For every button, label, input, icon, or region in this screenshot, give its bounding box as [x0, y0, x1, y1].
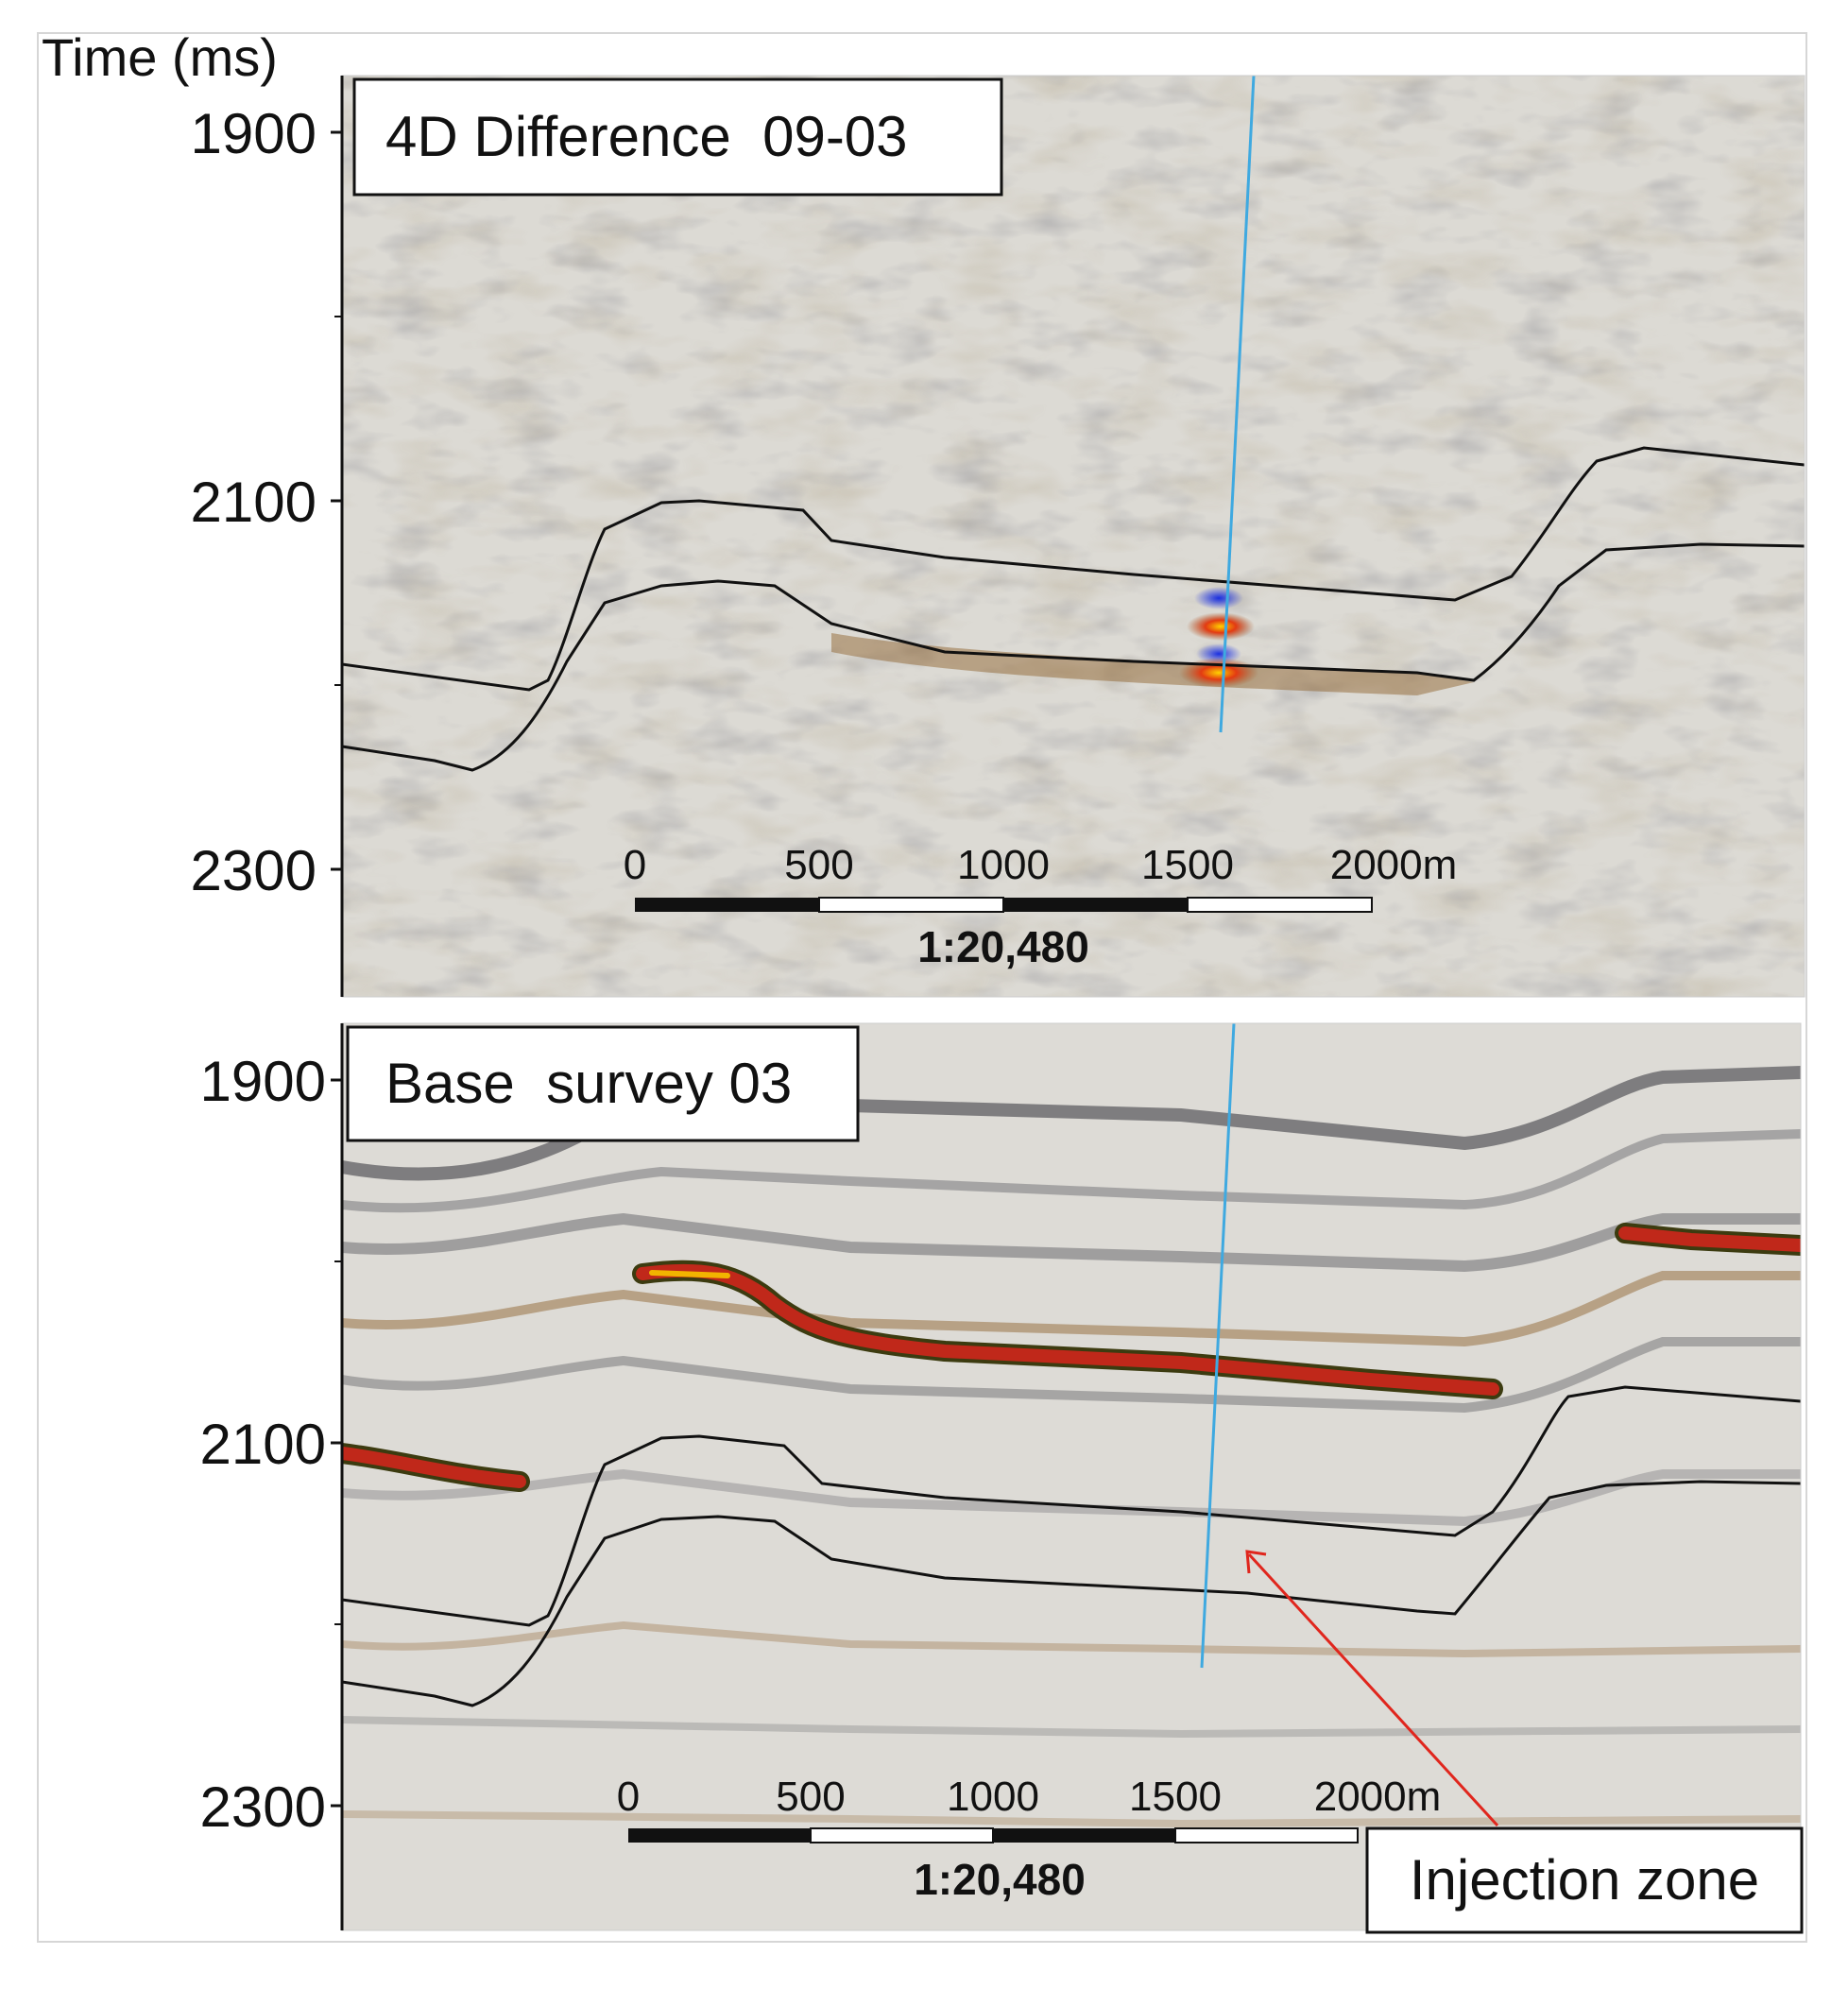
reflector: [342, 1271, 1801, 1347]
scale-label-2000m: 2000m: [1330, 842, 1458, 888]
reflector: [342, 1212, 1801, 1273]
scale-segment-light: [1174, 1827, 1359, 1843]
base-right-reflector: [1618, 1226, 1801, 1252]
tick-label-2300: 2300: [200, 1775, 326, 1839]
base-strong-reflector-main: [636, 1263, 1499, 1396]
scale-label-2000m: 2000m: [1314, 1774, 1442, 1820]
scale-label-0: 0: [624, 842, 646, 888]
difference-noise-grey: [342, 76, 1805, 997]
scale-segment-light: [1187, 897, 1373, 913]
difference-title: 4D Difference 09-03: [385, 105, 908, 168]
reflector: [342, 1810, 1801, 1828]
base-scale-bar: 0 500 1000 1500 2000m 1:20,480: [617, 1774, 1442, 1904]
scale-label-500: 500: [776, 1774, 845, 1820]
scale-label-1500: 1500: [1141, 842, 1234, 888]
base-well-trajectory: [1200, 1023, 1236, 1669]
scale-ratio: 1:20,480: [914, 1855, 1086, 1904]
base-ticks: 1900 2100 2300: [200, 1050, 342, 1839]
scale-segment-dark: [993, 1828, 1175, 1843]
reflector: [342, 1468, 1801, 1527]
injection-arrow-head: [1245, 1550, 1267, 1574]
difference-blue-anomaly-upper: [1194, 587, 1243, 609]
reflector: [342, 1716, 1801, 1739]
difference-red-anomaly-upper: [1187, 612, 1255, 641]
injection-zone-label: Injection zone: [1410, 1848, 1759, 1912]
scale-label-1500: 1500: [1129, 1774, 1222, 1820]
difference-scale-bar: 0 500 1000 1500 2000m 1:20,480: [624, 842, 1458, 971]
scale-ratio: 1:20,480: [917, 922, 1089, 971]
base-horizon-upper: [342, 1385, 1801, 1627]
difference-well-trajectory: [1219, 76, 1256, 733]
scale-segment-dark: [635, 898, 819, 912]
reflector: [342, 1620, 1801, 1658]
scale-label-0: 0: [617, 1774, 640, 1820]
axis-title: Time (ms): [42, 27, 278, 87]
base-strong-reflector-highlight: [649, 1270, 730, 1278]
injection-arrow-shaft: [1247, 1552, 1499, 1827]
injection-zone-box: [1365, 1826, 1804, 1934]
base-left-reflector: [342, 1447, 526, 1488]
reflector: [342, 1337, 1801, 1414]
base-horizon-lower: [342, 1480, 1801, 1707]
difference-brown-band: [831, 633, 1474, 695]
panel-difference: 1900 2100 2300 4D Difference 09-03 0 500…: [191, 75, 1805, 998]
scale-segment-light: [810, 1827, 994, 1843]
tick-label-2100: 2100: [200, 1413, 326, 1476]
base-reflectors: [342, 1066, 1801, 1828]
reflector: [342, 1129, 1801, 1213]
difference-ticks: 1900 2100 2300: [191, 102, 342, 902]
tick-label-1900: 1900: [200, 1050, 326, 1113]
panel-base-survey: 1900 2100 2300 Base survey 03 0 500 1000…: [200, 1022, 1804, 1934]
scale-label-1000: 1000: [957, 842, 1050, 888]
tick-label-2300: 2300: [191, 839, 317, 902]
difference-red-anomaly-lower: [1179, 658, 1258, 688]
tick-label-1900: 1900: [191, 102, 317, 165]
figure-frame: [37, 32, 1807, 1943]
difference-horizon-upper: [342, 446, 1805, 692]
scale-label-500: 500: [784, 842, 853, 888]
difference-title-box: [352, 77, 1003, 197]
base-background: [342, 1023, 1801, 1930]
scale-segment-dark: [1003, 898, 1188, 912]
scale-label-1000: 1000: [947, 1774, 1039, 1820]
base-title-box: [346, 1025, 860, 1142]
difference-horizon-lower: [342, 542, 1805, 772]
base-title: Base survey 03: [385, 1052, 792, 1115]
scale-segment-dark: [628, 1828, 811, 1843]
tick-label-2100: 2100: [191, 471, 317, 534]
scale-segment-light: [818, 897, 1004, 913]
